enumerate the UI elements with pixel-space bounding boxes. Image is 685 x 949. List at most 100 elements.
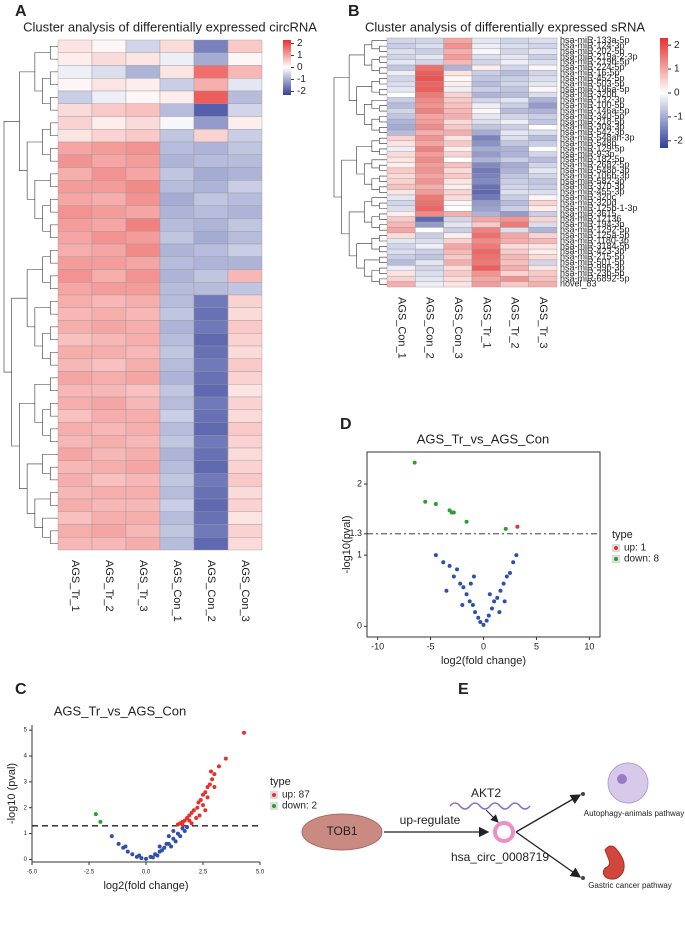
heatmap-cell	[386, 113, 416, 120]
heatmap-cell	[500, 37, 529, 44]
x-axis-label: log2(fold change)	[103, 880, 188, 892]
heatmap-cell	[471, 238, 501, 244]
heatmap-cell	[125, 460, 161, 474]
heatmap-cell	[125, 269, 161, 283]
row-label: hsa-miR-3184-5p	[560, 241, 630, 251]
dendrogram-branch	[371, 216, 380, 228]
heatmap-cell	[500, 194, 529, 201]
heatmap-cell	[443, 151, 473, 158]
heatmap-cell	[57, 537, 93, 551]
heatmap-cell	[193, 205, 229, 219]
heatmap-cell	[125, 371, 161, 385]
heatmap-cell	[415, 227, 444, 234]
heatmap-cell	[227, 218, 263, 232]
heatmap-cell	[415, 54, 444, 60]
heatmap-cell	[500, 140, 529, 147]
heatmap-cell	[386, 108, 416, 114]
heatmap-cell	[193, 90, 229, 104]
row-label: hsa-miR-1292-5p	[560, 225, 630, 235]
y-tick-label: 3	[24, 779, 28, 785]
heatmap-cell	[471, 221, 501, 228]
dendrogram-branch	[49, 492, 58, 506]
heatmap-cell	[443, 43, 473, 50]
point	[223, 756, 228, 761]
heatmap-cell	[500, 189, 529, 196]
heatmap-cell	[57, 294, 93, 308]
heatmap-cell	[91, 180, 127, 194]
heatmap-cell	[528, 211, 558, 217]
heatmap-cell	[125, 129, 161, 143]
heatmap-cell	[227, 141, 263, 155]
circrna-label: hsa_circ_0008719	[451, 850, 549, 864]
heatmap-cell	[500, 64, 529, 71]
heatmap-cell	[227, 103, 263, 117]
point	[464, 592, 469, 597]
heatmap-cell	[91, 282, 127, 296]
point	[125, 849, 130, 854]
heatmap-cell	[415, 167, 444, 174]
heatmap-cell	[471, 216, 501, 223]
heatmap-cell	[91, 422, 127, 436]
heatmap-cell	[443, 124, 473, 131]
heatmap-cell	[125, 243, 161, 257]
heatmap-cell	[471, 178, 501, 185]
heatmap-cell	[159, 371, 195, 385]
heatmap-cell	[91, 192, 127, 206]
heatmap-cell	[193, 320, 229, 334]
heatmap-cell	[91, 384, 127, 398]
point	[93, 812, 98, 817]
y-axis-label: -log10 (pval)	[6, 763, 18, 824]
heatmap-cell	[471, 281, 501, 288]
heatmap-cell	[125, 498, 161, 512]
point	[144, 856, 148, 861]
heatmap-cell	[471, 243, 501, 250]
heatmap-cell	[159, 78, 195, 92]
dendrogram-branch	[348, 211, 365, 257]
dendrogram-branch	[371, 178, 380, 190]
heatmap-cell	[193, 39, 229, 53]
heatmap-cell	[227, 243, 263, 257]
heatmap-cell	[91, 167, 127, 181]
heatmap-cell	[500, 275, 529, 282]
legend-label: down: 2	[282, 801, 317, 812]
akt2-label: AKT2	[471, 786, 501, 800]
row-label: hsa-miR-16-5p	[560, 68, 620, 78]
heatmap-cell	[386, 211, 416, 217]
point	[180, 826, 185, 831]
heatmap-cell	[471, 151, 501, 158]
heatmap-cell	[528, 259, 558, 266]
heatmap-cell	[193, 116, 229, 130]
point	[191, 808, 196, 813]
chart-title: AGS_Tr_vs_AGS_Con	[417, 431, 549, 446]
row-label: hsa-miR-132-3p	[560, 95, 625, 105]
heatmap-cell	[443, 167, 473, 174]
dendrogram-branch	[379, 148, 387, 155]
heatmap-cell	[500, 151, 529, 158]
heatmap-cell	[415, 156, 444, 163]
heatmap-cell	[125, 333, 161, 347]
heatmap-cell	[386, 118, 416, 125]
point	[423, 499, 428, 504]
heatmap-cell	[443, 97, 473, 104]
heatmap-cell	[159, 65, 195, 79]
heatmap-cell	[91, 371, 127, 385]
x-tick-label: 2.5	[199, 870, 208, 876]
heatmap-cell	[443, 216, 473, 223]
heatmap-cell	[386, 135, 416, 142]
heatmap-cell	[227, 307, 263, 321]
heatmap-cell	[471, 248, 501, 255]
volcano-panel: D AGS_Tr_vs_AGS_Con -10 -5 0 5 10 0 1 1.3 2 log2(fo…	[340, 416, 659, 667]
dendrogram-branch	[379, 235, 387, 242]
heatmap-cell	[471, 140, 501, 147]
dendrogram-branch	[49, 428, 58, 442]
point	[201, 792, 205, 797]
heatmap-cell	[471, 162, 501, 169]
point	[470, 602, 475, 607]
heatmap-cell	[415, 81, 444, 87]
heatmap-cell	[386, 200, 416, 207]
point	[433, 501, 438, 506]
heatmap-cell	[91, 409, 127, 423]
heatmap-cell	[159, 269, 195, 283]
heatmap-cell	[500, 70, 529, 77]
heatmap-cell	[227, 129, 263, 143]
